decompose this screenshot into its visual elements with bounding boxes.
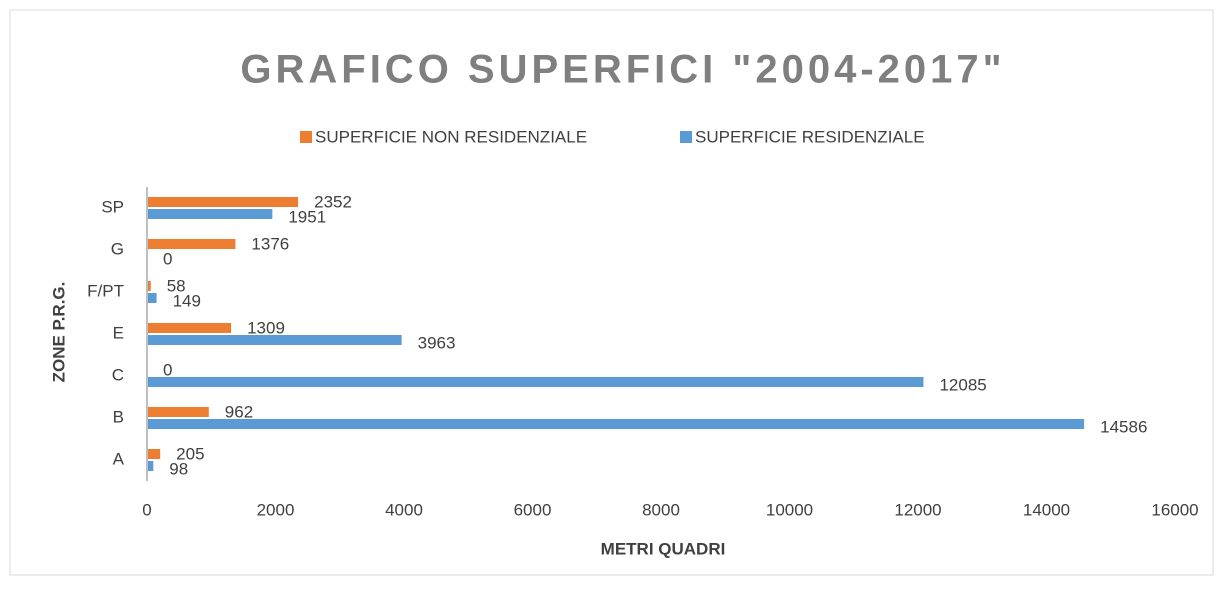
x-tick-label: 12000 <box>894 500 941 519</box>
bar <box>147 377 924 387</box>
y-tick-label: B <box>113 407 124 426</box>
data-label: 0 <box>163 360 172 379</box>
bar <box>147 449 161 459</box>
data-label: 1309 <box>247 318 285 337</box>
data-label: 0 <box>163 249 172 268</box>
data-label: 962 <box>225 402 253 421</box>
y-tick-label: SP <box>101 197 124 216</box>
bar <box>147 407 209 417</box>
bar <box>147 209 273 219</box>
y-axis-title: ZONE P.R.G. <box>49 282 68 383</box>
x-tick-label: 2000 <box>257 500 295 519</box>
data-label: 2352 <box>314 192 352 211</box>
bar <box>147 293 157 303</box>
data-label: 1376 <box>251 234 289 253</box>
data-label: 58 <box>167 276 186 295</box>
x-tick-label: 14000 <box>1023 500 1070 519</box>
data-label: 12085 <box>939 375 986 394</box>
bar <box>147 461 154 471</box>
x-tick-label: 8000 <box>642 500 680 519</box>
y-tick-label: C <box>112 365 124 384</box>
data-label: 205 <box>176 444 204 463</box>
legend-label: SUPERFICIE RESIDENZIALE <box>695 127 925 146</box>
data-label: 1951 <box>288 207 326 226</box>
x-tick-label: 4000 <box>385 500 423 519</box>
y-tick-label: G <box>111 239 124 258</box>
y-tick-label: F/PT <box>87 281 124 300</box>
chart-frame <box>9 9 1214 576</box>
data-label: 14586 <box>1100 417 1147 436</box>
y-tick-label: E <box>113 323 124 342</box>
x-tick-label: 0 <box>142 500 151 519</box>
chart-title: GRAFICO SUPERFICI "2004-2017" <box>240 48 1005 92</box>
x-tick-label: 6000 <box>514 500 552 519</box>
y-tick-label: A <box>113 449 125 468</box>
bar <box>147 335 402 345</box>
legend-swatch <box>300 131 312 143</box>
legend-label: SUPERFICIE NON RESIDENZIALE <box>315 127 587 146</box>
bar <box>147 197 299 207</box>
data-label: 3963 <box>418 333 456 352</box>
legend-swatch <box>680 131 692 143</box>
x-tick-label: 10000 <box>766 500 813 519</box>
bar <box>147 239 236 249</box>
bar <box>147 419 1085 429</box>
data-label: 149 <box>173 291 201 310</box>
x-tick-label: 16000 <box>1151 500 1198 519</box>
bar <box>147 323 232 333</box>
data-label: 98 <box>169 459 188 478</box>
x-axis-title: METRI QUADRI <box>601 539 726 558</box>
bar <box>147 281 151 291</box>
